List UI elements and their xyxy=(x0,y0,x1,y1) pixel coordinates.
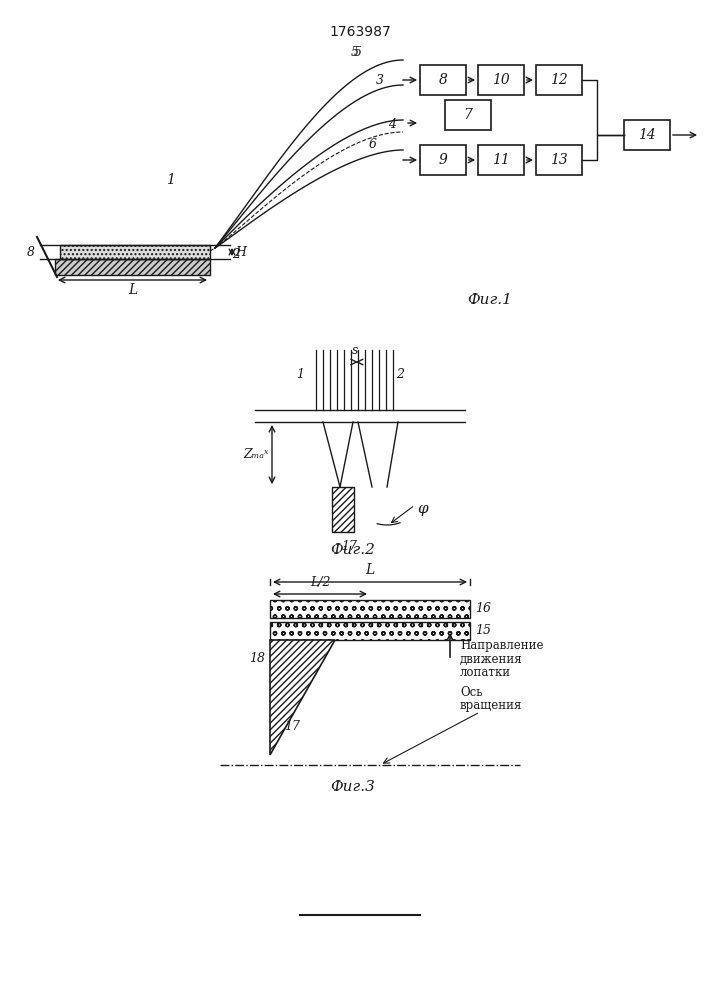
Text: Фиг.3: Фиг.3 xyxy=(331,780,375,794)
Text: Zₘₐˣ: Zₘₐˣ xyxy=(243,448,269,461)
Text: s: s xyxy=(352,344,358,357)
Text: 5: 5 xyxy=(354,45,362,58)
Text: 2: 2 xyxy=(232,248,240,261)
Text: 11: 11 xyxy=(492,153,510,167)
Text: 1: 1 xyxy=(296,368,304,381)
Text: 3: 3 xyxy=(376,74,384,87)
Text: 1: 1 xyxy=(165,173,175,187)
Text: 8: 8 xyxy=(438,73,448,87)
Polygon shape xyxy=(55,259,210,275)
Bar xyxy=(445,100,491,130)
Text: Направление: Направление xyxy=(460,639,544,652)
Bar xyxy=(478,145,524,175)
Text: 12: 12 xyxy=(550,73,568,87)
Text: 8: 8 xyxy=(27,245,35,258)
Text: H: H xyxy=(235,245,246,258)
Text: 17: 17 xyxy=(284,720,300,734)
Polygon shape xyxy=(270,600,470,618)
Text: 1763987: 1763987 xyxy=(329,25,391,39)
Bar xyxy=(420,145,466,175)
Polygon shape xyxy=(270,640,335,755)
Text: 7: 7 xyxy=(464,108,472,122)
Text: 16: 16 xyxy=(475,602,491,615)
Text: вращения: вращения xyxy=(460,700,522,712)
Text: 15: 15 xyxy=(475,624,491,638)
Polygon shape xyxy=(60,245,210,259)
Text: 18: 18 xyxy=(249,652,265,664)
Text: 2: 2 xyxy=(396,368,404,381)
Polygon shape xyxy=(270,622,470,640)
Text: 5: 5 xyxy=(351,45,359,58)
Text: 13: 13 xyxy=(550,153,568,167)
Text: 6: 6 xyxy=(369,138,377,151)
Text: лопатки: лопатки xyxy=(460,666,511,680)
Text: движения: движения xyxy=(460,652,522,666)
Bar xyxy=(624,120,670,150)
Text: 4: 4 xyxy=(388,117,396,130)
Text: 9: 9 xyxy=(438,153,448,167)
Text: 10: 10 xyxy=(492,73,510,87)
Text: 14: 14 xyxy=(638,128,656,142)
Bar xyxy=(420,65,466,95)
Text: Фиг.1: Фиг.1 xyxy=(467,293,513,307)
Text: L: L xyxy=(128,283,137,297)
Text: φ: φ xyxy=(417,502,428,516)
Bar xyxy=(536,65,582,95)
Text: L/2: L/2 xyxy=(310,576,330,589)
Polygon shape xyxy=(332,487,354,532)
Bar xyxy=(536,145,582,175)
Bar xyxy=(478,65,524,95)
Text: L: L xyxy=(366,563,375,577)
Text: Фиг.2: Фиг.2 xyxy=(331,543,375,557)
Text: 17: 17 xyxy=(341,540,357,553)
Text: Ось: Ось xyxy=(460,686,483,698)
